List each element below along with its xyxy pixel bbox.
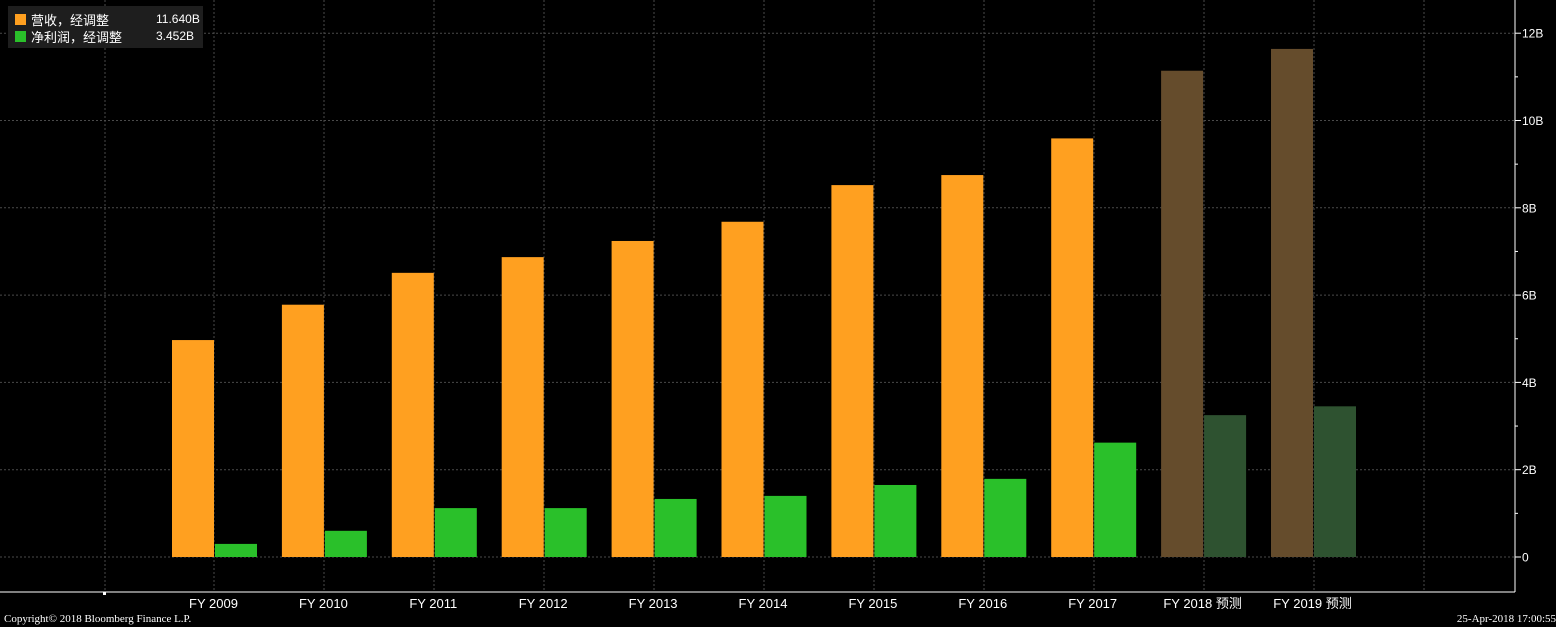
copyright-text: Copyright© 2018 Bloomberg Finance L.P. bbox=[4, 613, 192, 625]
y-tick-label: 10B bbox=[1522, 114, 1543, 128]
x-tick-label: FY 2018 预测 bbox=[1163, 596, 1242, 610]
y-tick-label: 2B bbox=[1522, 463, 1537, 477]
legend-swatch-revenue bbox=[15, 13, 26, 25]
x-tick-label: FY 2017 bbox=[1068, 596, 1117, 610]
x-tick-label: FY 2015 bbox=[848, 596, 897, 610]
legend-item-net-income: 净利润，经调整 3.452B bbox=[15, 28, 194, 45]
bar-chart: FY 2009 FY 2010 FY 2011 FY 2012 FY 2013 FY 20… bbox=[0, 0, 1543, 610]
bar-revenue bbox=[941, 175, 984, 557]
legend-swatch-net-income bbox=[15, 30, 26, 42]
x-tick-label: FY 2010 bbox=[299, 596, 348, 610]
x-tick-label: FY 2011 bbox=[409, 596, 457, 610]
bar-net-income bbox=[544, 508, 587, 557]
x-tick-label: FY 2019 预测 bbox=[1273, 596, 1352, 610]
bar-revenue bbox=[611, 240, 654, 557]
bar-revenue bbox=[281, 304, 324, 557]
x-tick-label: FY 2013 bbox=[629, 596, 678, 610]
bar-revenue bbox=[501, 257, 544, 557]
bar-revenue bbox=[172, 340, 214, 557]
bar-net-income bbox=[1094, 442, 1137, 557]
bar-net-income bbox=[215, 543, 257, 557]
x-axis-marker bbox=[103, 592, 106, 595]
bar-revenue bbox=[1051, 138, 1094, 558]
legend-label-net-income: 净利润，经调整 bbox=[31, 29, 123, 45]
legend-item-revenue: 营收，经调整 11.640B bbox=[15, 11, 200, 28]
bar-net-income bbox=[434, 508, 477, 557]
axis-layer: FY 2009 FY 2010 FY 2011 FY 2012 FY 2013 FY 20… bbox=[0, 0, 1543, 610]
x-tick-label: FY 2009 bbox=[189, 596, 238, 610]
y-tick-label: 12B bbox=[1522, 27, 1543, 41]
bar-revenue bbox=[1271, 48, 1313, 557]
legend-value-net-income: 3.452B bbox=[156, 29, 195, 43]
bar-net-income bbox=[764, 495, 807, 557]
x-tick-label: FY 2016 bbox=[958, 596, 1007, 610]
bar-revenue bbox=[391, 272, 434, 557]
y-tick-label: 8B bbox=[1522, 201, 1537, 215]
y-tick-label: 4B bbox=[1522, 376, 1537, 390]
y-tick-label: 6B bbox=[1522, 289, 1537, 303]
bar-net-income bbox=[1204, 415, 1247, 557]
bar-revenue bbox=[721, 221, 764, 557]
x-tick-label: FY 2014 bbox=[739, 596, 788, 610]
bar-net-income bbox=[324, 530, 367, 557]
bar-revenue bbox=[831, 185, 874, 558]
bar-net-income bbox=[984, 478, 1027, 557]
bar-revenue bbox=[1161, 70, 1204, 557]
bar-net-income bbox=[874, 484, 917, 557]
bar-net-income bbox=[654, 498, 697, 557]
bars-layer bbox=[172, 48, 1356, 558]
legend-value-revenue: 11.640B bbox=[156, 12, 200, 26]
legend: 营收，经调整 11.640B 净利润，经调整 3.452B bbox=[8, 6, 203, 48]
timestamp-text: 25-Apr-2018 17:00:55 bbox=[1456, 613, 1556, 625]
y-tick-label: 0 bbox=[1522, 551, 1529, 565]
legend-label-revenue: 营收，经调整 bbox=[31, 12, 110, 28]
bar-net-income bbox=[1314, 406, 1356, 557]
x-tick-label: FY 2012 bbox=[519, 596, 568, 610]
